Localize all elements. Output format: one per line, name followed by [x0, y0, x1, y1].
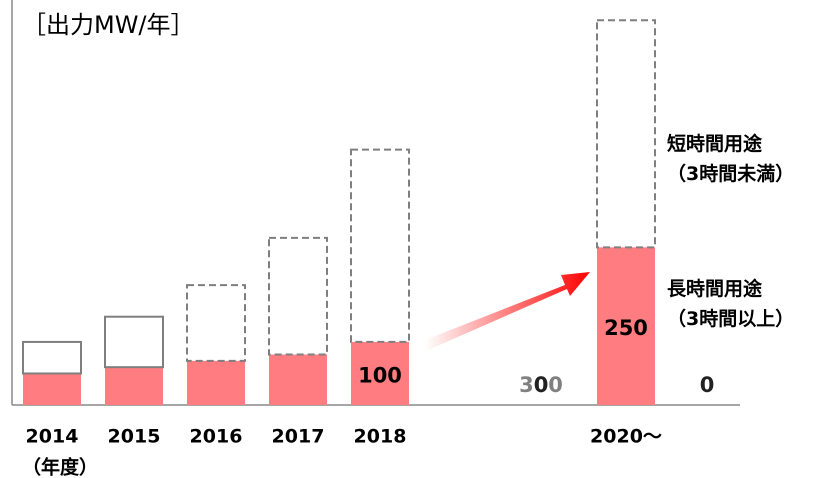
bar-segment — [23, 373, 81, 405]
bar-segment — [350, 148, 410, 343]
x-tick-label: 2015 — [108, 426, 161, 448]
legend-label: 短時間用途 （3時間未満） — [667, 133, 795, 185]
bar-segment — [187, 360, 245, 405]
x-tick-label: 2018 — [354, 426, 407, 448]
x-tick-label: 2016 — [190, 426, 243, 448]
bar-segment — [351, 341, 409, 405]
data-label: 250 — [604, 316, 648, 340]
x-axis-label: （年度） — [22, 456, 98, 478]
legend-label: 長時間用途 （3時間以上） — [667, 278, 795, 330]
bar-segment — [596, 19, 656, 249]
annotation: 0 — [534, 373, 549, 397]
bar-segment — [186, 284, 246, 362]
bar-segment — [104, 315, 164, 369]
arrow — [425, 272, 590, 350]
bar-segment — [268, 236, 328, 356]
annotation: 0 — [700, 373, 715, 397]
x-tick-label: 2014 — [26, 426, 79, 448]
bar-segment — [105, 367, 163, 405]
x-tick-label: 2017 — [272, 426, 325, 448]
annotation: 300 — [519, 373, 563, 397]
bar-segment — [22, 340, 82, 375]
bar-segment — [597, 247, 655, 405]
data-label: 100 — [358, 363, 402, 387]
x-tick-label: 2020〜 — [590, 426, 662, 448]
chart-title: ［出力MW/年］ — [22, 11, 195, 39]
bar-segment — [269, 354, 327, 405]
